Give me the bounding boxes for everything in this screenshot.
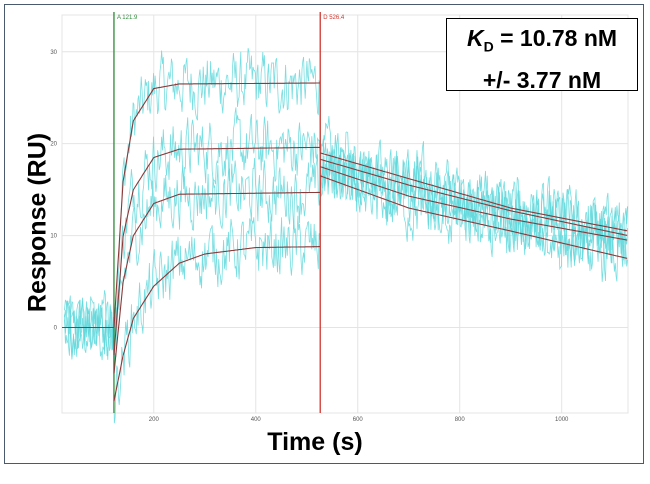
marker-label: D 526.4 bbox=[323, 15, 345, 21]
marker-label: A 121.9 bbox=[117, 15, 138, 21]
fit-curve-1-association bbox=[113, 82, 320, 328]
fit-curve-2-dissociation bbox=[320, 158, 628, 236]
kd-annotation: KD = 10.78 nM +/- 3.77 nM bbox=[446, 18, 638, 93]
x-tick-label: 1000 bbox=[555, 417, 569, 423]
data-series-1 bbox=[64, 48, 628, 354]
x-tick-label: 800 bbox=[455, 417, 466, 423]
data-series-3 bbox=[64, 148, 628, 364]
kd-sub: D bbox=[483, 38, 494, 55]
x-tick-label: 600 bbox=[353, 417, 364, 423]
fit-curve-1-dissociation bbox=[320, 152, 628, 232]
fit-curve-2-association bbox=[113, 146, 320, 356]
figure-frame bbox=[4, 4, 644, 464]
kd-k: K bbox=[466, 25, 484, 51]
data-series-4 bbox=[64, 149, 628, 424]
x-axis-label: Time (s) bbox=[267, 428, 363, 456]
y-tick-label: 0 bbox=[54, 326, 58, 332]
x-tick-label: 200 bbox=[149, 417, 160, 423]
data-series-2 bbox=[64, 107, 628, 362]
kd-error: +/- 3.77 nM bbox=[482, 66, 602, 93]
y-tick-label: 30 bbox=[50, 50, 57, 56]
plot-area bbox=[61, 14, 629, 414]
y-tick-label: 10 bbox=[50, 234, 57, 240]
fit-curve-3-association bbox=[113, 191, 320, 374]
fit-curve-3-dissociation bbox=[320, 166, 628, 241]
y-tick-label: 20 bbox=[50, 142, 57, 148]
kd-value: = 10.78 nM bbox=[493, 25, 618, 51]
fit-curve-4-dissociation bbox=[320, 175, 628, 259]
fit-curve-4-association bbox=[113, 246, 320, 402]
x-tick-label: 400 bbox=[251, 417, 262, 423]
y-axis-label: Response (RU) bbox=[23, 132, 52, 313]
